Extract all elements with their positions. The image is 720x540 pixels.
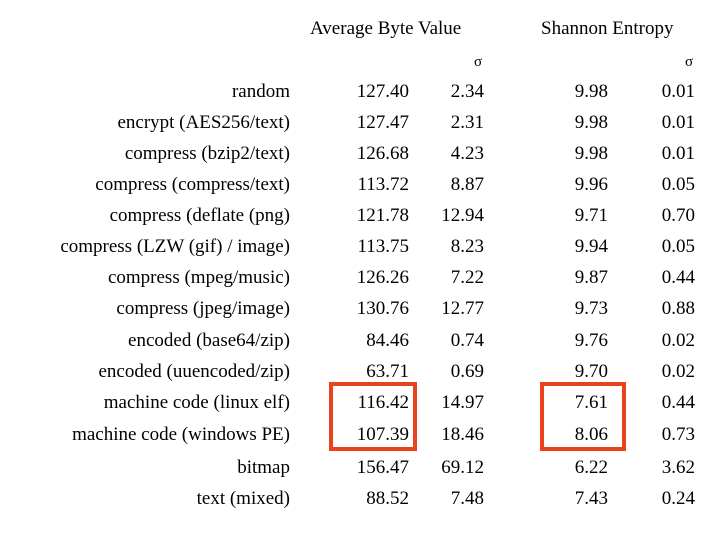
avg-byte-value-cell: 130.76	[356, 298, 409, 319]
avg-sigma-cell: 18.46	[441, 424, 484, 445]
avg-sigma-cell: 7.48	[450, 488, 484, 509]
entropy-cell: 6.22	[574, 457, 608, 478]
avg-byte-value-cell: 113.75	[357, 236, 409, 257]
avg-sigma-cell: 0.74	[450, 330, 484, 351]
entropy-sigma-cell: 0.73	[661, 424, 695, 445]
table-row: compress (compress/text) 113.72 8.87 9.9…	[0, 171, 720, 199]
row-label: bitmap	[237, 457, 290, 478]
table-row: encoded (uuencoded/zip) 63.71 0.69 9.70 …	[0, 358, 720, 386]
entropy-cell: 9.73	[574, 298, 608, 319]
row-label: compress (deflate (png)	[109, 205, 290, 226]
entropy-cell: 9.98	[574, 81, 608, 102]
entropy-sigma-header: σ	[685, 54, 694, 70]
row-label: machine code (linux elf)	[103, 392, 290, 413]
avg-sigma-cell: 2.34	[450, 81, 484, 102]
entropy-cell: 9.98	[574, 143, 608, 164]
row-label: machine code (windows PE)	[72, 424, 290, 445]
avg-byte-value-cell: 121.78	[356, 205, 409, 226]
entropy-sigma-cell: 0.01	[661, 112, 695, 133]
entropy-sigma-cell: 0.44	[661, 267, 695, 288]
avg-byte-value-cell: 156.47	[356, 457, 409, 478]
avg-byte-value-cell: 116.42	[357, 392, 409, 413]
avg-sigma-cell: 12.94	[441, 205, 484, 226]
table-row: encoded (base64/zip) 84.46 0.74 9.76 0.0…	[0, 327, 720, 355]
row-label: compress (mpeg/music)	[107, 267, 290, 288]
avg-byte-value-cell: 63.71	[366, 361, 409, 382]
table-row: text (mixed) 88.52 7.48 7.43 0.24	[0, 485, 720, 513]
avg-sigma-cell: 4.23	[450, 143, 484, 164]
avg-sigma-cell: 2.31	[450, 112, 484, 133]
table-row: random 127.40 2.34 9.98 0.01	[0, 78, 720, 106]
avg-sigma-cell: 7.22	[450, 267, 484, 288]
table-row: compress (LZW (gif) / image) 113.75 8.23…	[0, 233, 720, 261]
avg-byte-value-cell: 107.39	[356, 424, 409, 445]
entropy-cell: 8.06	[574, 424, 608, 445]
table-row: compress (deflate (png) 121.78 12.94 9.7…	[0, 202, 720, 230]
avg-byte-value-cell: 88.52	[366, 488, 409, 509]
avg-byte-value-cell: 127.40	[356, 81, 409, 102]
entropy-sigma-cell: 0.01	[661, 81, 695, 102]
avg-byte-value-cell: 127.47	[356, 112, 409, 133]
avg-byte-value-highlight-box	[329, 382, 417, 451]
entropy-cell: 9.71	[574, 205, 608, 226]
entropy-cell: 9.98	[574, 112, 608, 133]
avg-byte-value-header: Average Byte Value	[310, 18, 462, 39]
entropy-sigma-cell: 0.05	[661, 174, 695, 195]
avg-sigma-cell: 14.97	[441, 392, 484, 413]
row-label: encoded (base64/zip)	[128, 330, 290, 351]
entropy-sigma-cell: 0.70	[661, 205, 695, 226]
avg-byte-value-cell: 84.46	[366, 330, 409, 351]
table-row: bitmap 156.47 69.12 6.22 3.62	[0, 454, 720, 482]
avg-byte-value-cell: 126.26	[356, 267, 409, 288]
row-label: encrypt (AES256/text)	[117, 112, 290, 133]
entropy-highlight-box	[540, 382, 626, 451]
entropy-sigma-cell: 0.02	[661, 361, 695, 382]
entropy-cell: 9.87	[574, 267, 608, 288]
table-row: machine code (windows PE) 107.39 18.46 8…	[0, 421, 720, 449]
row-label: compress (jpeg/image)	[116, 298, 290, 319]
table-row: compress (jpeg/image) 130.76 12.77 9.73 …	[0, 295, 720, 323]
table-row: machine code (linux elf) 116.42 14.97 7.…	[0, 389, 720, 417]
avg-sigma-cell: 0.69	[450, 361, 484, 382]
entropy-sigma-cell: 0.05	[661, 236, 695, 257]
entropy-cell: 9.76	[574, 330, 608, 351]
row-label: compress (bzip2/text)	[124, 143, 290, 164]
entropy-sigma-cell: 3.62	[661, 457, 695, 478]
entropy-cell: 7.43	[574, 488, 608, 509]
row-label: encoded (uuencoded/zip)	[98, 361, 291, 382]
avg-sigma-cell: 12.77	[441, 298, 484, 319]
table-row: compress (mpeg/music) 126.26 7.22 9.87 0…	[0, 264, 720, 292]
entropy-sigma-cell: 0.44	[661, 392, 695, 413]
row-label: random	[231, 81, 290, 102]
avg-byte-value-cell: 113.72	[357, 174, 409, 195]
entropy-sigma-cell: 0.02	[661, 330, 695, 351]
entropy-sigma-cell: 0.01	[661, 143, 695, 164]
avg-sigma-cell: 69.12	[441, 457, 484, 478]
avg-sigma-cell: 8.23	[450, 236, 484, 257]
avg-sigma-header: σ	[474, 54, 483, 70]
table-row: compress (bzip2/text) 126.68 4.23 9.98 0…	[0, 140, 720, 168]
entropy-cell: 9.70	[574, 361, 608, 382]
row-label: compress (compress/text)	[95, 174, 290, 195]
entropy-sigma-cell: 0.88	[661, 298, 695, 319]
entropy-sigma-cell: 0.24	[661, 488, 695, 509]
avg-byte-value-cell: 126.68	[356, 143, 409, 164]
entropy-cell: 9.96	[574, 174, 608, 195]
row-label: compress (LZW (gif) / image)	[60, 236, 290, 257]
entropy-cell: 7.61	[574, 392, 608, 413]
shannon-entropy-header: Shannon Entropy	[541, 18, 674, 39]
avg-sigma-cell: 8.87	[450, 174, 484, 195]
entropy-cell: 9.94	[574, 236, 608, 257]
row-label: text (mixed)	[196, 488, 290, 509]
table-row: encrypt (AES256/text) 127.47 2.31 9.98 0…	[0, 109, 720, 137]
